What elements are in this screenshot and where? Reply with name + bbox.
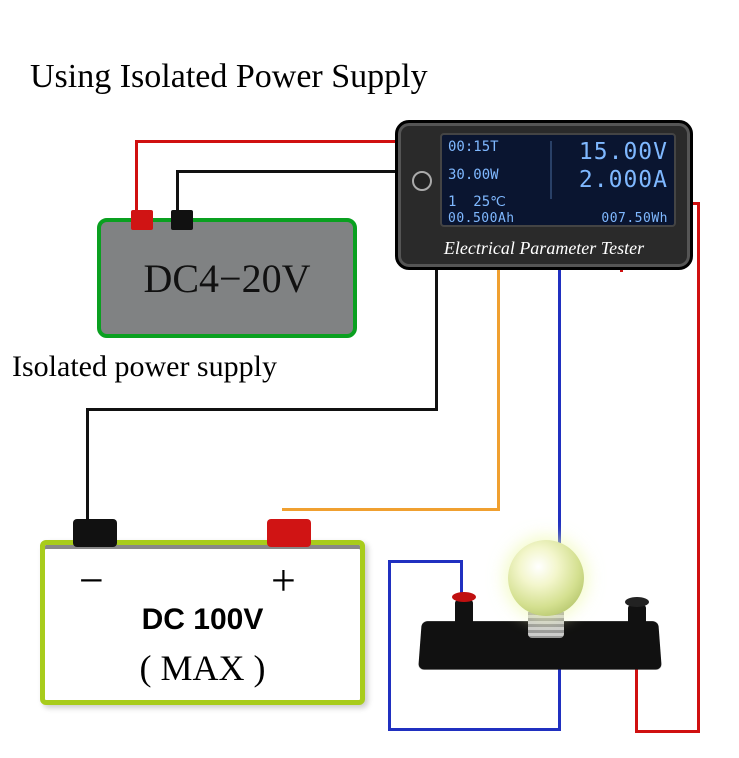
tester-label: Electrical Parameter Tester [398,238,690,259]
battery-terminal-negative [73,519,117,547]
wire-meas-black-v1 [435,270,438,410]
wire-load-blue-h2 [388,560,462,563]
wire-load-blue-h [388,728,561,731]
wire-meas-orange-h [282,508,500,511]
battery-minus-sign: − [79,555,104,606]
wire-iso-red-h [135,140,435,143]
screen-voltage: 15.00V [579,139,668,167]
isolated-psu-caption: Isolated power supply [12,350,277,384]
wire-meas-orange-v1 [497,270,500,510]
battery-max-label: ( MAX ) [45,647,360,689]
tester-button[interactable] [412,171,432,191]
bulb-post-negative [628,605,646,633]
screen-current: 2.000A [579,167,668,195]
bulb-post-positive [455,600,473,628]
wire-load-red-v1 [697,202,700,732]
tester-screen: 00:15T 15.00V 30.00W 2.000A 1 25℃ 00.500… [440,133,676,227]
psu-terminal-negative [171,210,193,230]
bulb-icon [508,540,584,616]
screen-wh: 007.50Wh [601,211,668,227]
wire-load-blue-v2 [388,560,391,730]
parameter-tester: 00:15T 15.00V 30.00W 2.000A 1 25℃ 00.500… [395,120,693,270]
screen-ah: 00.500Ah [448,211,515,227]
battery-terminal-positive [267,519,311,547]
wire-load-red-h [635,730,700,733]
wire-iso-black-v [176,170,179,210]
battery-plus-sign: + [271,555,296,606]
isolated-psu-label: DC4−20V [143,255,310,302]
screen-time: 00:15T [448,139,499,167]
wire-meas-black-v2 [86,408,89,520]
screen-count-temp: 1 25℃ [448,194,506,211]
battery-box: − + DC 100V ( MAX ) [40,540,365,705]
diagram-title: Using Isolated Power Supply [30,58,428,96]
battery-voltage-label: DC 100V [45,603,360,637]
wire-meas-black-h [86,408,438,411]
isolated-psu-box: DC4−20V [97,218,357,338]
psu-terminal-positive [131,210,153,230]
wire-iso-red-v [135,140,138,210]
screen-power: 30.00W [448,167,499,195]
